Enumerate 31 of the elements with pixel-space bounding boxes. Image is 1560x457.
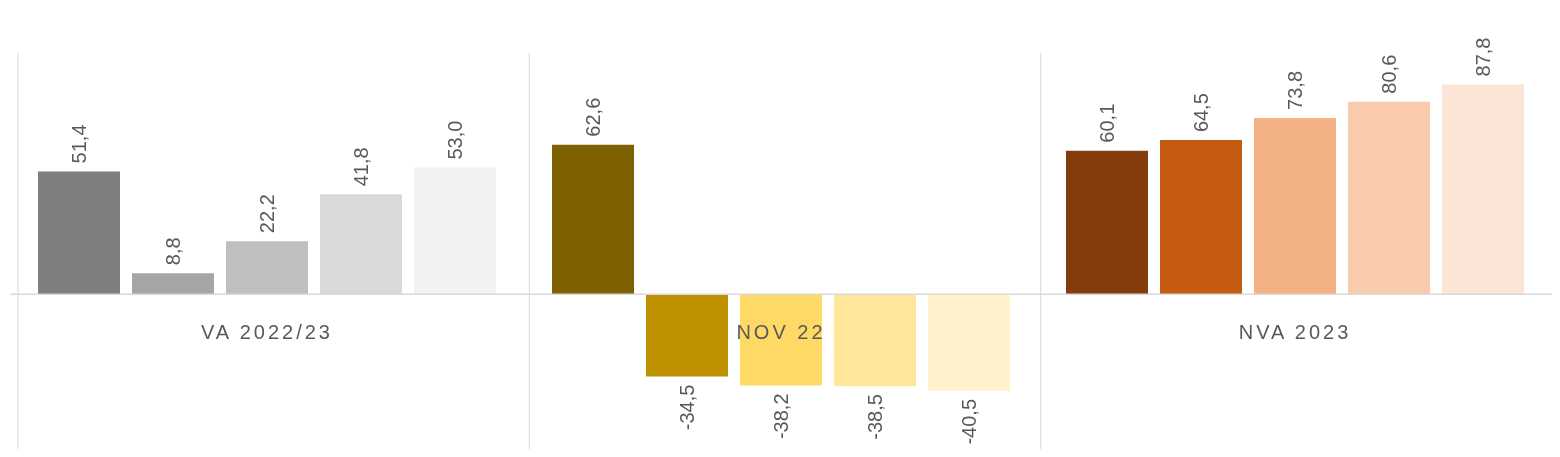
bar	[1348, 101, 1430, 295]
bar	[38, 171, 120, 295]
bar	[646, 294, 728, 377]
x-tick-label: VA 2022/23	[201, 320, 333, 343]
data-label: 41,8	[350, 147, 372, 187]
data-label: -38,2	[770, 393, 792, 440]
data-label: 60,1	[1096, 103, 1118, 143]
bar	[552, 144, 634, 295]
data-label: 64,5	[1190, 93, 1212, 133]
data-label: 53,0	[444, 120, 466, 160]
bar	[740, 294, 822, 386]
data-label: 87,8	[1472, 37, 1494, 77]
bar	[414, 167, 496, 295]
bar	[834, 294, 916, 387]
bar	[226, 241, 308, 295]
data-label: -34,5	[676, 384, 698, 431]
data-label: 73,8	[1284, 70, 1306, 110]
data-label: 62,6	[582, 97, 604, 137]
bar	[928, 294, 1010, 391]
data-label: 51,4	[68, 124, 90, 164]
bar	[1066, 150, 1148, 295]
data-label: -40,5	[958, 398, 980, 445]
x-tick-label: NVA 2023	[1238, 320, 1352, 343]
data-label: -38,5	[864, 394, 886, 440]
bar	[1254, 117, 1336, 295]
bar	[1160, 140, 1242, 295]
data-label: 22,2	[256, 194, 278, 234]
data-label: 8,8	[162, 237, 184, 266]
data-label: 80,6	[1378, 54, 1400, 94]
bar	[1442, 84, 1524, 295]
bar	[132, 273, 214, 295]
